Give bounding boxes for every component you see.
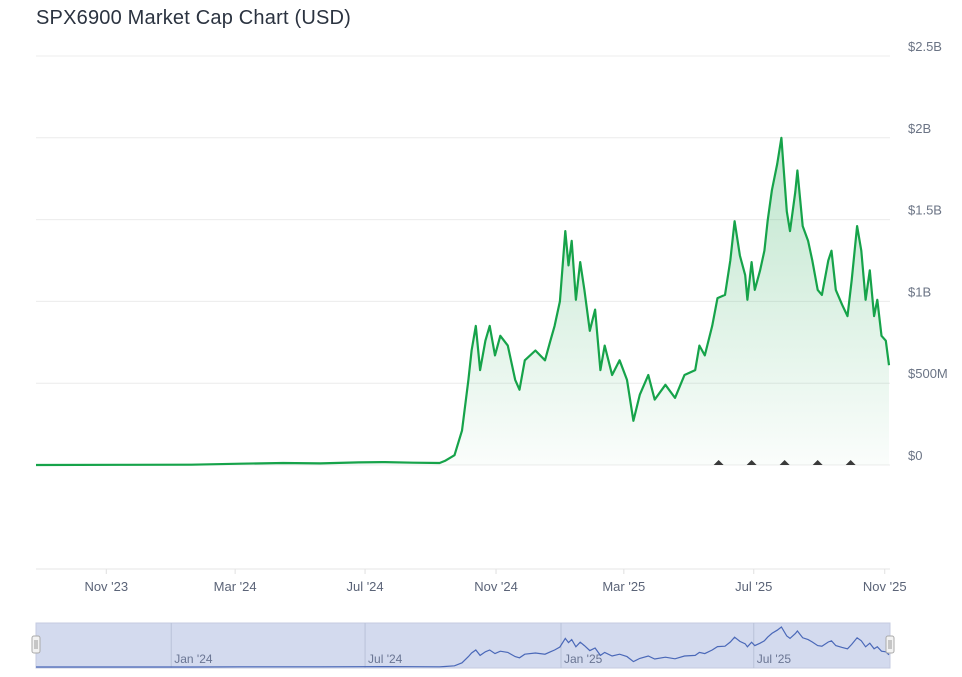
- event-marker-icon[interactable]: [779, 460, 790, 465]
- navigator-left-handle[interactable]: [31, 635, 41, 654]
- navigator-tick-label: Jan '25: [564, 652, 603, 666]
- y-axis: $0 $500M $1B $1.5B $2B $2.5B: [908, 39, 948, 463]
- chart-title: SPX6900 Market Cap Chart (USD): [36, 7, 352, 29]
- navigator-selection[interactable]: [35, 622, 891, 669]
- x-tick-label: Mar '25: [602, 579, 645, 594]
- market-cap-line[interactable]: [35, 136, 891, 467]
- event-marker-icon[interactable]: [713, 460, 724, 465]
- navigator-tick-label: Jan '24: [174, 652, 213, 666]
- x-tick-label: Nov '23: [84, 579, 128, 594]
- y-tick-label: $1B: [908, 284, 931, 299]
- market-cap-area: [36, 137, 889, 466]
- navigator-ticks: Jan '24 Jul '24 Jan '25 Jul '25: [170, 623, 792, 668]
- x-tick-label: Mar '24: [214, 579, 257, 594]
- navigator-right-handle[interactable]: [885, 635, 895, 654]
- x-axis: Nov '23 Mar '24 Jul '24 Nov '24 Mar '25 Jul '…: [84, 569, 907, 594]
- navigator-tick-label: Jul '24: [368, 652, 403, 666]
- y-tick-label: $2B: [908, 121, 931, 136]
- x-tick-label: Jul '24: [346, 579, 383, 594]
- y-tick-label: $1.5B: [908, 203, 942, 218]
- navigator-tick-label: Jul '25: [757, 652, 792, 666]
- event-marker-icon[interactable]: [845, 460, 856, 465]
- x-tick-label: Jul '25: [735, 579, 772, 594]
- x-tick-label: Nov '25: [863, 579, 907, 594]
- y-tick-label: $2.5B: [908, 39, 942, 54]
- event-marker-icon[interactable]: [812, 460, 823, 465]
- y-tick-label: $0: [908, 448, 922, 463]
- navigator-line: [36, 626, 890, 668]
- y-tick-label: $500M: [908, 366, 948, 381]
- x-tick-label: Nov '24: [474, 579, 518, 594]
- event-marker-icon[interactable]: [746, 460, 757, 465]
- navigator[interactable]: Jan '24 Jul '24 Jan '25 Jul '25: [31, 622, 895, 669]
- event-markers: [713, 460, 856, 465]
